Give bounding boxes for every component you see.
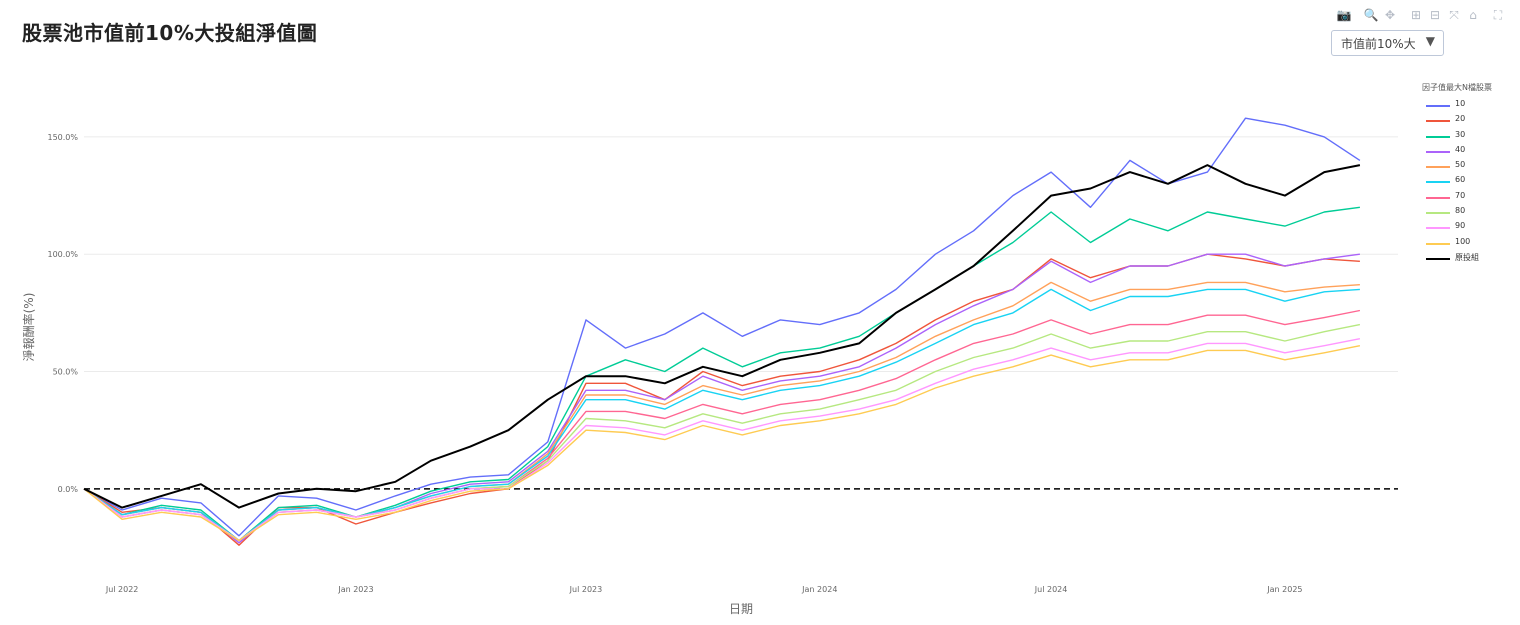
legend-item[interactable]: 50 [1422, 160, 1492, 175]
legend-swatch [1426, 212, 1450, 215]
series-line-20[interactable] [83, 253, 1360, 546]
y-tick-label: 50.0% [53, 368, 79, 377]
legend-item[interactable]: 80 [1422, 206, 1492, 221]
legend-item[interactable]: 70 [1422, 191, 1492, 206]
legend-swatch [1426, 257, 1450, 260]
legend-label: 50 [1455, 160, 1466, 170]
series-line-100[interactable] [83, 345, 1361, 542]
legend-item[interactable]: 60 [1422, 175, 1492, 190]
legend-label: 60 [1455, 175, 1466, 185]
chart-title: 股票池市值前10%大投組淨值圖 [22, 21, 318, 45]
x-tick-label: Jan 2025 [1266, 585, 1302, 594]
y-tick-label: 100.0% [47, 250, 78, 259]
y-axis-title: 淨報酬率(%) [21, 293, 36, 362]
x-tick-label: Jul 2023 [569, 585, 603, 594]
series-line-50[interactable] [83, 281, 1360, 542]
series-line-90[interactable] [83, 338, 1361, 542]
series-line-10[interactable] [83, 117, 1361, 537]
legend-title: 因子值最大N檔股票 [1422, 83, 1492, 92]
series-lines[interactable] [83, 117, 1361, 546]
legend-swatch [1426, 227, 1450, 230]
fullscreen-icon[interactable]: ⛶ [1493, 8, 1503, 22]
legend-item[interactable]: 100 [1422, 237, 1492, 252]
y-tick-label: 0.0% [58, 485, 79, 494]
series-line-原投組[interactable] [83, 164, 1361, 509]
legend-item[interactable]: 10 [1422, 99, 1492, 114]
home-icon[interactable]: ⌂ [1469, 8, 1477, 22]
zoom-out-icon[interactable]: ⊟ [1429, 8, 1441, 22]
legend-label: 原投組 [1455, 252, 1479, 262]
legend-label: 80 [1455, 206, 1466, 216]
legend-swatch [1426, 242, 1450, 245]
pan-icon[interactable]: ✥ [1384, 8, 1396, 22]
legend-swatch [1426, 120, 1450, 123]
legend-label: 20 [1455, 114, 1466, 124]
legend-item[interactable]: 40 [1422, 145, 1492, 160]
x-axis-ticks: Jul 2022 Jan 2023 Jul 2023 Jan 2024 Jul 2024… [105, 585, 1303, 594]
x-tick-label: Jan 2023 [337, 585, 373, 594]
camera-icon[interactable]: 📷 [1336, 8, 1352, 22]
x-tick-label: Jul 2022 [105, 585, 139, 594]
legend-label: 100 [1455, 236, 1471, 246]
series-line-60[interactable] [83, 288, 1360, 542]
legend-label: 10 [1455, 99, 1466, 108]
x-tick-label: Jul 2024 [1034, 585, 1068, 594]
y-axis-ticks: 0.0% 50.0% 100.0% 150.0% [47, 133, 78, 494]
dropdown-selected-label: 市值前10%大 [1341, 37, 1416, 51]
legend-item[interactable]: 20 [1422, 114, 1492, 129]
autoscale-icon[interactable]: ⤧ [1449, 8, 1459, 22]
x-tick-label: Jan 2024 [801, 585, 837, 594]
legend-swatch [1426, 135, 1450, 138]
legend-swatch [1426, 196, 1450, 199]
series-line-30[interactable] [83, 206, 1360, 542]
legend-label: 70 [1455, 190, 1466, 200]
legend-label: 30 [1455, 129, 1466, 139]
legend-swatch [1426, 166, 1450, 169]
zoom-in-icon[interactable]: ⊞ [1410, 8, 1422, 22]
portfolio-dropdown[interactable]: 市值前10%大 ▼ [1331, 30, 1444, 56]
zoom-icon[interactable]: 🔍 [1363, 8, 1379, 22]
legend-item[interactable]: 90 [1422, 221, 1492, 236]
legend-label: 40 [1455, 144, 1466, 154]
legend-label: 90 [1455, 221, 1466, 231]
legend-swatch [1426, 105, 1450, 107]
legend-swatch [1426, 181, 1450, 184]
x-axis-title: 日期 [729, 602, 753, 616]
y-tick-label: 150.0% [47, 133, 78, 142]
legend-swatch [1426, 150, 1450, 153]
triangle-down-icon: ▼ [1425, 34, 1435, 48]
grid-lines [84, 136, 1398, 373]
legend-item[interactable]: 原投組 [1422, 252, 1492, 267]
legend: 因子值最大N檔股票 10 20 30 40 50 60 70 80 90 100 原投組 [1422, 82, 1492, 267]
legend-item[interactable]: 30 [1422, 130, 1492, 145]
